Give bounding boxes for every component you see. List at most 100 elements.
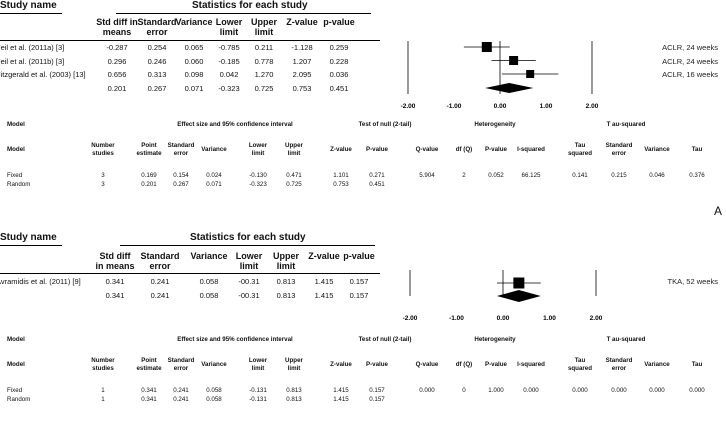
study-value: 1.415 (314, 277, 334, 286)
model-column-header: Upper (285, 142, 303, 149)
model-group-header: T au-squared (606, 336, 646, 343)
model-column-header: df (Q) (455, 361, 473, 368)
model-cell: 0.813 (286, 396, 302, 403)
model-column-header: limit (287, 365, 301, 372)
study-value: 0.267 (147, 83, 167, 93)
model-cell: 0.451 (369, 181, 385, 188)
study-value: 0.813 (276, 290, 296, 300)
model-column-header: Tau (691, 146, 703, 153)
model-column-header: Point (141, 142, 157, 149)
model-cell: 1.415 (333, 387, 349, 394)
column-header: Standard (137, 17, 177, 27)
summary-diamond (485, 83, 534, 93)
model-column-header: Lower (248, 142, 268, 149)
column-header: Z-value (286, 17, 318, 27)
model-cell: -0.323 (249, 181, 267, 188)
study-value: -00.31 (238, 277, 260, 286)
study-value: 0.296 (107, 56, 127, 66)
model-column-header: P-value (484, 146, 507, 153)
column-header: p-value (323, 17, 355, 27)
model-column-header: P-value (365, 146, 388, 153)
column-header: Upper (250, 17, 277, 27)
model-cell: 0.058 (206, 387, 222, 394)
model-cell: 0.267 (173, 181, 189, 188)
model-column-header: Number (91, 357, 115, 364)
model-cell: 0.000 (419, 387, 435, 394)
model-cell: 0.000 (523, 387, 539, 394)
model-column-header: squared (567, 365, 593, 372)
model-cell: 0.157 (369, 396, 385, 403)
study-value: 0.753 (292, 83, 312, 93)
model-column-header: estimate (136, 150, 162, 157)
study-value: -0.287 (106, 43, 128, 52)
column-header: Std diff in (96, 17, 138, 27)
model-group-header: Test of null (2-tail) (358, 336, 412, 343)
model-column-header: Standard (605, 142, 633, 149)
stats-header-2: Statistics for each study (190, 232, 306, 243)
stats-header: Statistics for each study (192, 0, 308, 11)
study-value: 0.259 (329, 43, 349, 52)
model-cell: 0.052 (488, 172, 504, 179)
study-value: 1.415 (314, 290, 334, 300)
model-column-header: Model (7, 361, 25, 368)
model-column-header: Standard (605, 357, 633, 364)
model-cell: 1.000 (488, 387, 504, 394)
study-value: 0.058 (199, 277, 219, 286)
model-cell: 1 (101, 396, 105, 403)
x-tick-label: -1.00 (447, 103, 462, 110)
x-tick-label: -1.00 (449, 315, 464, 322)
model-cell: 0.000 (689, 387, 705, 394)
model-cell: 1.101 (333, 172, 349, 179)
study-label: TKA, 52 weeks (667, 277, 718, 286)
model-column-header: studies (92, 150, 114, 157)
column-header: Standard (140, 251, 180, 261)
column-header: limit (219, 27, 239, 37)
column-header: error (146, 27, 168, 37)
study-value: 0.246 (147, 56, 167, 66)
study-name: Feil et al. (2011a) [3] (0, 43, 65, 52)
model-column-header: I-squared (517, 146, 545, 153)
study-name-header: Study name (0, 0, 57, 11)
model-column-header: estimate (136, 365, 162, 372)
model-cell: 0.241 (173, 387, 189, 394)
study-value: 0.725 (254, 83, 274, 93)
model-column-header: I-squared (517, 361, 545, 368)
model-column-header: limit (251, 150, 265, 157)
model-cell: 0.753 (333, 181, 349, 188)
model-column-header: Q-value (415, 361, 439, 368)
study-name: Fitzgerald et al. (2003) [13] (0, 70, 86, 79)
model-cell: 1.415 (333, 396, 349, 403)
model-cell: 0.471 (286, 172, 302, 179)
study-value: 0.211 (254, 43, 274, 52)
model-cell: 0.024 (206, 172, 222, 179)
column-header: Std diff (99, 251, 131, 261)
column-header: limit (239, 261, 259, 271)
model-cell: 5.904 (419, 172, 435, 179)
study-value: 0.341 (105, 277, 125, 286)
model-cell: 3 (101, 181, 105, 188)
study-name: Feil et al. (2011b) [3] (0, 56, 65, 66)
model-column-header: Number (91, 142, 115, 149)
x-tick-label: 0.00 (494, 103, 507, 110)
model-cell: 0.000 (649, 387, 665, 394)
model-column-header: Variance (201, 361, 227, 368)
model-row-name: Random (7, 396, 31, 403)
model-cell: 66.125 (521, 172, 541, 179)
model-column-header: Tau (574, 142, 586, 149)
model-column-header: Q-value (415, 146, 439, 153)
point-estimate (526, 70, 535, 78)
study-value: 0.071 (184, 83, 204, 93)
study-value: -1.128 (291, 43, 313, 52)
study-value: -0.323 (218, 83, 240, 93)
model-row-name: Fixed (7, 387, 23, 394)
panel-letter: A (714, 204, 723, 218)
column-header: Upper (272, 251, 299, 261)
study-value: 0.058 (199, 290, 219, 300)
study-value: 1.207 (292, 56, 312, 66)
model-column-header: Model (7, 146, 25, 153)
study-name-header-2: Study name (0, 232, 57, 243)
model-column-header: error (173, 150, 189, 157)
study-value: 0.201 (107, 83, 127, 93)
model-column-header: error (173, 365, 189, 372)
model-cell: 0.058 (206, 396, 222, 403)
